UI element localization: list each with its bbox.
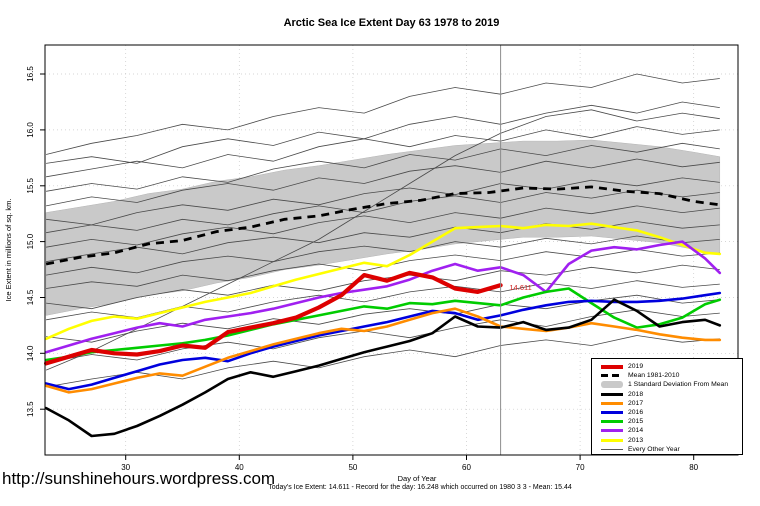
legend-label: 2015	[628, 418, 644, 426]
other-year-line	[46, 221, 720, 263]
other-year-line	[46, 158, 720, 207]
legend-label: Mean 1981-2010	[628, 372, 680, 380]
other-year-line	[46, 73, 720, 155]
legend-swatch-band-icon	[601, 381, 623, 389]
plot-border	[44, 44, 739, 456]
x-tick-label: 70	[576, 463, 585, 472]
x-tick-label: 80	[689, 463, 698, 472]
other-year-line	[46, 264, 720, 310]
legend-swatch-line-icon	[601, 420, 623, 424]
other-year-line	[46, 126, 720, 178]
other-year-line	[45, 109, 720, 371]
other-year-line	[46, 101, 720, 164]
series-2015	[44, 287, 722, 362]
series-2018	[44, 298, 722, 438]
legend-item-every-other-year: Every Other Year	[592, 445, 742, 454]
other-year-line	[46, 235, 720, 276]
legend-item-2019: 2019	[592, 362, 742, 371]
legend-item-2016: 2016	[592, 408, 742, 417]
legend-item-2017: 2017	[592, 399, 742, 408]
legend-label: 2016	[628, 409, 644, 417]
y-tick-label: 14.5	[26, 289, 35, 305]
legend-swatch-line-icon	[601, 448, 623, 450]
other-year-line	[46, 189, 720, 234]
series-2017	[44, 307, 722, 394]
legend-swatch-line-icon	[601, 392, 623, 396]
x-tick-label: 40	[235, 463, 244, 472]
other-year-line	[46, 309, 720, 363]
source-url: http://sunshinehours.wordpress.com	[2, 469, 276, 488]
legend-label: 2018	[628, 390, 644, 398]
x-tick-label: 30	[121, 463, 130, 472]
other-year-line	[46, 205, 720, 248]
y-tick-label: 14.0	[26, 345, 35, 361]
today-value-annotation: 14.611	[509, 283, 531, 292]
legend-label: 2019	[628, 363, 644, 371]
other-year-line	[46, 294, 720, 343]
y-axis-label: Ice Extent in millions of sq. km.	[4, 199, 13, 302]
legend-label: 2013	[628, 436, 644, 444]
legend-swatch-dashed-icon	[601, 374, 623, 378]
x-tick-label: 50	[348, 463, 357, 472]
y-tick-label: 15.5	[26, 177, 35, 193]
other-year-line	[46, 177, 720, 226]
chart-legend: 2019 Mean 1981-2010 1 Standard Deviation F…	[591, 358, 743, 455]
chart-title: Arctic Sea Ice Extent Day 63 1978 to 201…	[283, 17, 500, 29]
x-axis-label: Day of Year	[397, 474, 437, 483]
legend-item-2015: 2015	[592, 417, 742, 426]
legend-item-2018: 2018	[592, 390, 742, 399]
mean-line	[45, 185, 720, 266]
legend-swatch-line-icon	[601, 429, 623, 433]
y-tick-label: 13.5	[26, 401, 35, 417]
legend-swatch-line-icon	[601, 411, 623, 415]
legend-label: 2014	[628, 427, 644, 435]
legend-label: 1 Standard Deviation From Mean	[628, 381, 729, 389]
legend-label: Every Other Year	[628, 445, 680, 453]
series-2013	[44, 222, 722, 341]
legend-item-1-standard-deviation-from-mean: 1 Standard Deviation From Mean	[592, 380, 742, 389]
y-tick-label: 15.0	[26, 233, 35, 249]
series-2019	[43, 270, 503, 366]
other-year-line	[46, 335, 720, 388]
legend-swatch-line-icon	[601, 401, 623, 405]
legend-swatch-line-icon	[601, 364, 623, 369]
other-year-line	[46, 142, 720, 192]
y-tick-label: 16.5	[26, 66, 35, 82]
y-tick-label: 16.0	[26, 122, 35, 138]
series-2014	[44, 240, 722, 354]
legend-swatch-line-icon	[601, 438, 623, 442]
legend-item-2013: 2013	[592, 436, 742, 445]
legend-label: 2017	[628, 399, 644, 407]
footer-stats: Today's Ice Extent: 14.611 - Record for …	[268, 484, 572, 491]
x-tick-label: 60	[462, 463, 471, 472]
series-2016	[44, 291, 722, 391]
legend-item-mean-1981-2010: Mean 1981-2010	[592, 371, 742, 380]
legend-item-2014: 2014	[592, 426, 742, 435]
